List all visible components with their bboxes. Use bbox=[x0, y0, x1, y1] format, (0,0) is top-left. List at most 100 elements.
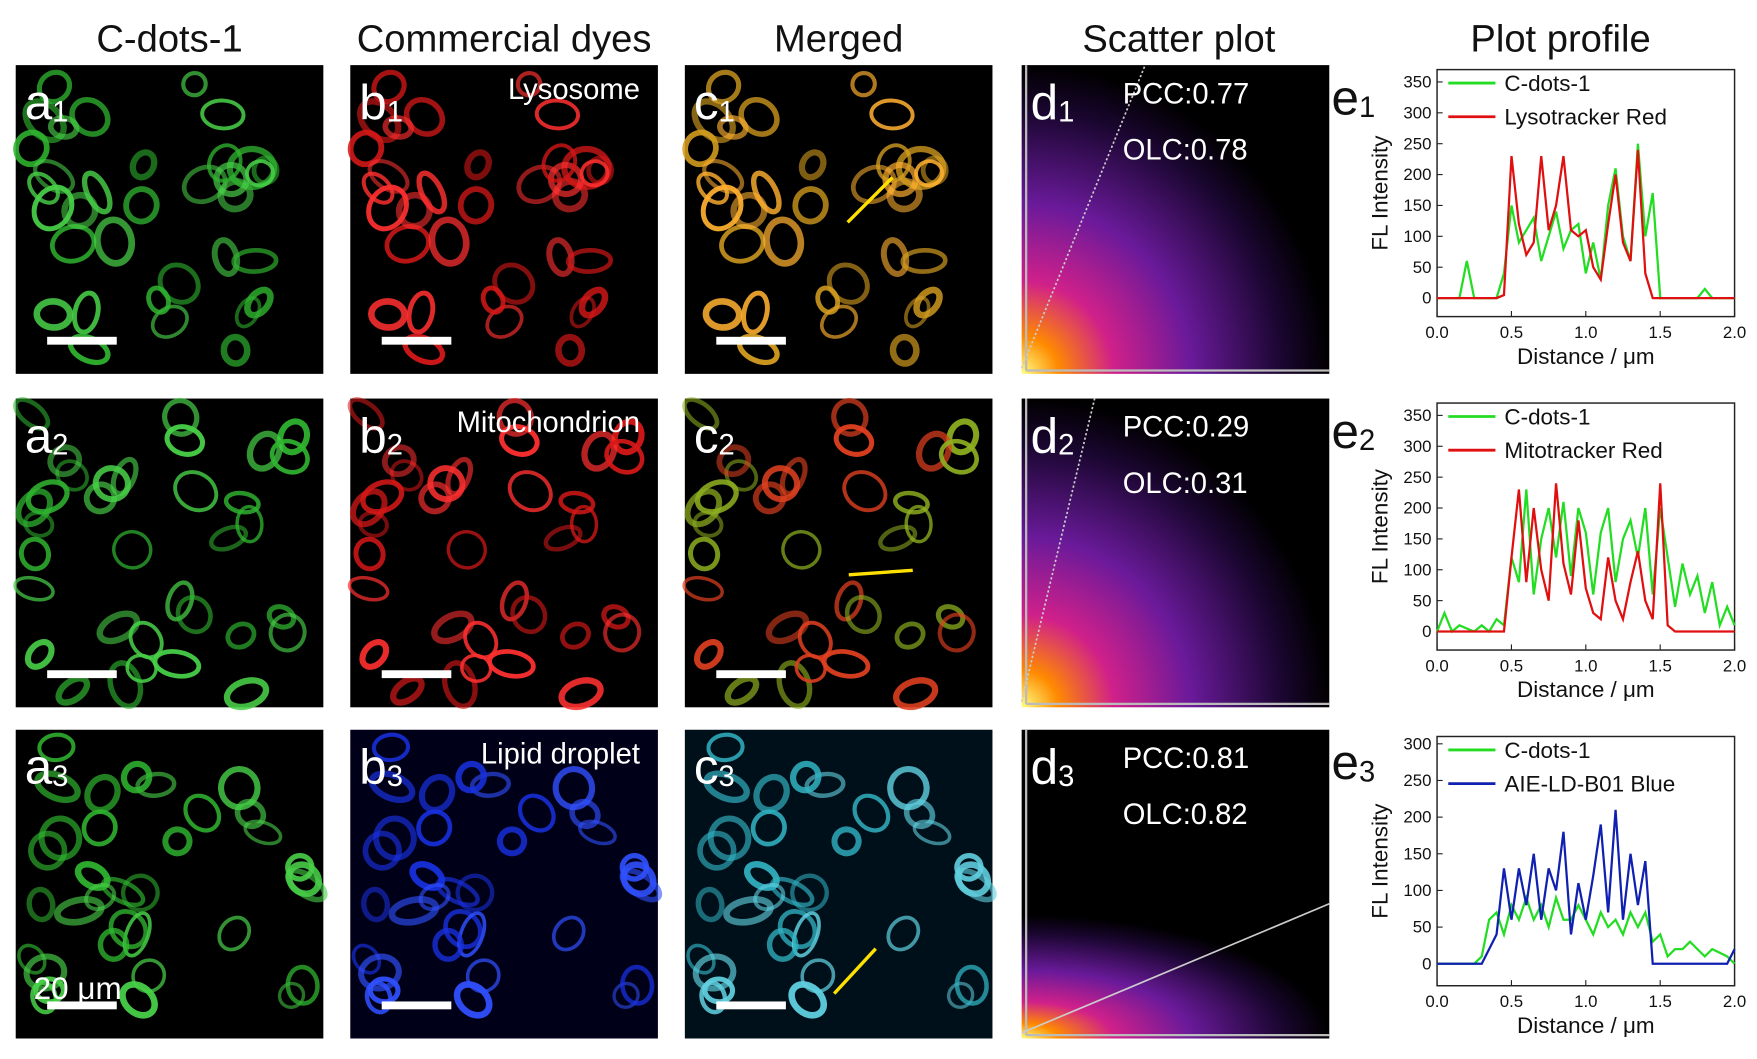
series-line bbox=[1437, 143, 1735, 300]
cell bbox=[794, 653, 827, 683]
cell bbox=[55, 675, 91, 706]
cell bbox=[469, 771, 511, 798]
series-line bbox=[1437, 149, 1735, 300]
organelle-label: Lipid droplet bbox=[481, 738, 640, 770]
cell bbox=[268, 612, 307, 653]
cell bbox=[371, 732, 411, 763]
y-tick-label: 200 bbox=[1403, 165, 1431, 184]
fit-line bbox=[1020, 64, 1146, 369]
cell bbox=[129, 149, 158, 181]
organelle-label: Lysosome bbox=[508, 74, 640, 106]
cell bbox=[277, 418, 311, 456]
y-tick-label: 350 bbox=[1403, 406, 1431, 425]
column-header: Scatter plot bbox=[1082, 18, 1275, 61]
panel-subscript: 3 bbox=[52, 761, 68, 793]
scale-bar bbox=[47, 336, 117, 345]
cell bbox=[719, 224, 766, 264]
panel-subscript: 1 bbox=[1359, 92, 1375, 124]
cell bbox=[416, 809, 453, 847]
cell bbox=[13, 575, 55, 602]
y-tick-label: 50 bbox=[1413, 591, 1432, 610]
cell bbox=[696, 171, 730, 205]
cell bbox=[496, 397, 534, 437]
cell bbox=[266, 604, 297, 630]
cell bbox=[388, 896, 440, 926]
panel-label: a3 bbox=[25, 740, 69, 795]
panel-letter: a bbox=[25, 740, 53, 795]
cell bbox=[209, 524, 249, 552]
cell bbox=[752, 481, 787, 515]
series-line bbox=[1437, 483, 1735, 633]
scale-bar bbox=[47, 670, 117, 679]
cell bbox=[790, 873, 829, 913]
cell bbox=[285, 861, 322, 898]
cell bbox=[234, 798, 267, 830]
panel-subscript: 2 bbox=[52, 430, 68, 462]
cell bbox=[723, 896, 774, 926]
cell bbox=[724, 675, 760, 706]
scale-bar bbox=[47, 1001, 117, 1010]
cell bbox=[368, 298, 408, 331]
cell bbox=[416, 170, 448, 215]
cell bbox=[359, 639, 390, 670]
cell bbox=[791, 911, 821, 958]
y-tick-label: 250 bbox=[1403, 771, 1431, 790]
panel-subscript: 1 bbox=[719, 96, 735, 128]
cell bbox=[457, 911, 487, 958]
cell bbox=[428, 216, 470, 267]
x-tick-label: 1.5 bbox=[1648, 323, 1671, 342]
cell bbox=[351, 943, 382, 975]
panel-letter: c bbox=[694, 740, 719, 795]
cell bbox=[30, 980, 59, 1015]
cell bbox=[894, 621, 926, 650]
cell bbox=[699, 980, 728, 1015]
cell bbox=[620, 964, 655, 1006]
cell bbox=[601, 604, 631, 630]
scale-bar bbox=[716, 336, 786, 345]
panel-subscript: 2 bbox=[1359, 425, 1375, 457]
cell bbox=[285, 964, 320, 1006]
cell bbox=[693, 639, 724, 670]
cell bbox=[779, 456, 808, 497]
panel-label: b3 bbox=[359, 740, 403, 795]
y-tick-label: 300 bbox=[1403, 734, 1431, 753]
cell bbox=[384, 224, 431, 264]
cell bbox=[815, 285, 841, 315]
cell bbox=[246, 430, 283, 472]
cell bbox=[175, 595, 213, 635]
cell bbox=[457, 186, 495, 225]
cell bbox=[349, 488, 388, 528]
scale-bar-label: 20 μm bbox=[34, 971, 122, 1006]
cell bbox=[751, 170, 782, 215]
cell bbox=[844, 595, 882, 635]
cell bbox=[792, 186, 829, 225]
cell bbox=[716, 444, 752, 478]
panel-subscript: 3 bbox=[719, 761, 735, 793]
cell bbox=[499, 580, 530, 622]
cell bbox=[231, 247, 279, 274]
cell bbox=[427, 465, 466, 503]
cell bbox=[515, 70, 543, 98]
cell bbox=[878, 524, 918, 552]
cell bbox=[876, 143, 912, 183]
y-tick-label: 200 bbox=[1403, 499, 1431, 518]
cell bbox=[560, 621, 591, 650]
cell bbox=[122, 911, 152, 958]
cell bbox=[152, 649, 202, 679]
cell bbox=[33, 298, 74, 331]
cell bbox=[69, 96, 111, 137]
cell bbox=[581, 430, 618, 472]
panel-label: d1 bbox=[1031, 75, 1075, 130]
cell bbox=[368, 770, 416, 803]
y-tick-label: 50 bbox=[1413, 918, 1432, 937]
cell bbox=[50, 224, 97, 264]
panel-subscript: 1 bbox=[387, 96, 403, 128]
cell bbox=[27, 171, 60, 205]
x-tick-label: 0.5 bbox=[1500, 323, 1523, 342]
cell bbox=[361, 171, 395, 205]
panel-letter: b bbox=[359, 75, 386, 130]
cell bbox=[569, 798, 601, 830]
cell bbox=[165, 580, 195, 622]
cell bbox=[406, 290, 436, 335]
cell bbox=[842, 470, 888, 513]
